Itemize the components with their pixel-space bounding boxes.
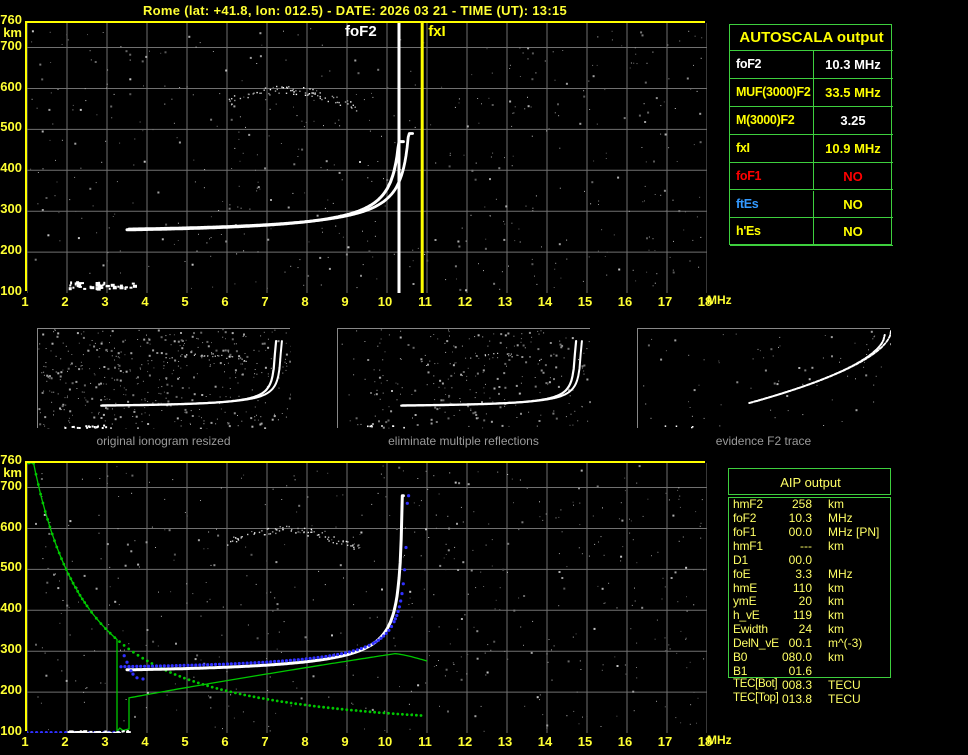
svg-text:foF2: foF2 — [345, 23, 377, 40]
svg-text:fxI: fxI — [428, 23, 446, 40]
